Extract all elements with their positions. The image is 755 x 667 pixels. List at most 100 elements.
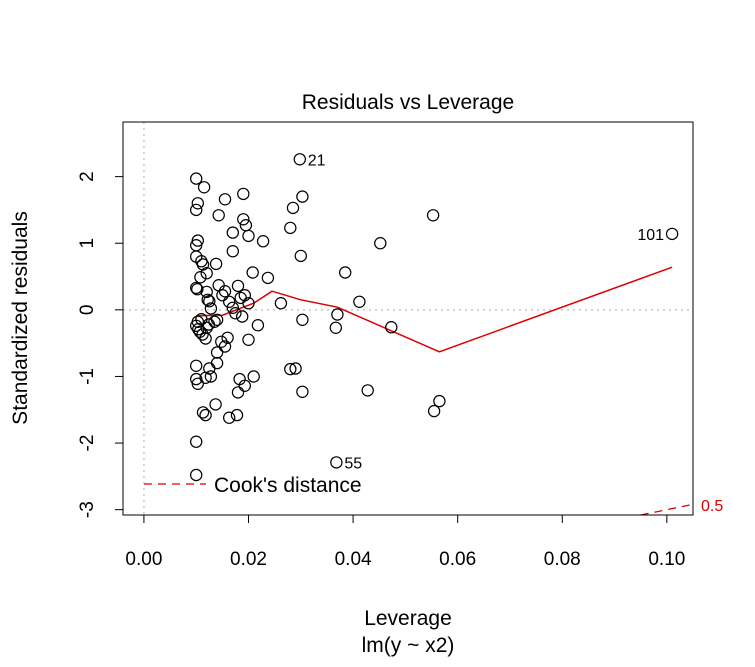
smoother-line-group: [196, 266, 673, 353]
data-point: [247, 370, 260, 383]
data-point: [242, 333, 255, 346]
point-labels: 21 55 101: [308, 152, 664, 472]
data-point: [286, 201, 300, 215]
data-point: [189, 203, 203, 217]
data-point: [201, 293, 214, 306]
y-tick-label: 1: [77, 238, 98, 249]
data-point: [296, 313, 309, 326]
data-point: [212, 279, 225, 292]
chart-title: Residuals vs Leverage: [302, 91, 514, 114]
data-point: [229, 307, 242, 320]
smoother-line: [196, 266, 673, 353]
legend-label: Cook's distance: [214, 474, 362, 497]
data-point: [296, 190, 309, 203]
data-point: [204, 302, 218, 315]
y-tick-label: 0: [77, 305, 98, 316]
data-point: [427, 404, 441, 418]
y-tick-label: -1: [77, 368, 98, 385]
data-point: [235, 310, 249, 323]
data-point: [230, 408, 244, 422]
y-tick-label: -3: [77, 501, 98, 518]
x-axis: 0.00 0.02 0.04 0.06 0.08 0.10: [125, 514, 685, 570]
data-point: [218, 340, 232, 353]
data-point: [191, 377, 204, 390]
x-tick-label: 0.06: [439, 549, 476, 570]
data-point: [200, 285, 213, 299]
point-label: 21: [308, 152, 326, 169]
data-point: [237, 187, 250, 201]
data-point: [197, 181, 211, 194]
data-point: [331, 308, 344, 321]
point-label: 55: [344, 455, 362, 472]
x-tick-label: 0.10: [648, 549, 685, 570]
x-axis-label: Leverage: [364, 607, 452, 630]
y-tick-label: 2: [77, 171, 98, 182]
data-point: [261, 271, 275, 285]
data-point: [256, 234, 270, 248]
data-point: [234, 291, 247, 305]
data-point: [203, 295, 216, 308]
data-point: [242, 229, 255, 243]
data-point: [284, 221, 297, 235]
data-point: [199, 408, 212, 422]
data-point: [293, 153, 306, 166]
data-point: [191, 283, 204, 296]
data-point: [208, 315, 221, 328]
data-point: [189, 468, 203, 482]
data-point: [284, 362, 297, 376]
data-point: [204, 370, 218, 383]
data-point: [210, 346, 224, 359]
data-point: [361, 384, 374, 397]
data-point: [353, 295, 366, 308]
y-axis: -3 -2 -1 0 1 2: [77, 171, 124, 518]
data-point: [210, 356, 224, 370]
point-label: 101: [637, 227, 664, 244]
cooks-contour-line: [640, 503, 694, 516]
data-point: [189, 172, 203, 185]
data-point: [189, 435, 203, 448]
data-point: [200, 321, 213, 334]
data-point: [329, 321, 342, 334]
data-point: [210, 313, 224, 326]
data-point: [374, 236, 387, 250]
cooks-contour-label: 0.5: [701, 498, 723, 515]
data-point: [196, 406, 210, 419]
data-point: [209, 257, 223, 271]
data-point: [218, 285, 232, 298]
y-tick-label: -2: [77, 435, 98, 452]
data-point: [238, 289, 251, 302]
data-point: [246, 266, 259, 279]
data-point: [238, 379, 251, 392]
data-point: [433, 394, 446, 408]
scatter-points: [189, 153, 679, 482]
data-point: [426, 209, 440, 222]
data-point: [194, 271, 207, 284]
data-point: [242, 297, 255, 310]
x-tick-label: 0.02: [230, 549, 267, 570]
data-point: [226, 244, 239, 258]
data-point: [209, 398, 222, 411]
y-axis-label: Standardized residuals: [9, 211, 32, 425]
data-point: [294, 249, 307, 263]
data-point: [196, 258, 210, 271]
data-point: [385, 321, 398, 334]
data-point: [218, 193, 232, 206]
chart-subtitle: lm(y ~ x2): [362, 634, 455, 657]
data-point: [222, 411, 236, 424]
data-point: [221, 331, 234, 344]
data-point: [191, 197, 204, 210]
legend: Cook's distance: [144, 474, 362, 497]
data-point: [339, 266, 352, 279]
data-point: [199, 371, 212, 384]
data-point: [274, 297, 288, 310]
data-point: [189, 281, 203, 295]
data-point: [330, 456, 343, 469]
x-tick-label: 0.04: [335, 549, 372, 570]
data-point: [222, 295, 236, 308]
data-point: [296, 385, 309, 398]
data-point: [189, 359, 203, 372]
data-point: [196, 328, 209, 341]
data-point: [200, 267, 213, 280]
data-point: [665, 227, 679, 241]
